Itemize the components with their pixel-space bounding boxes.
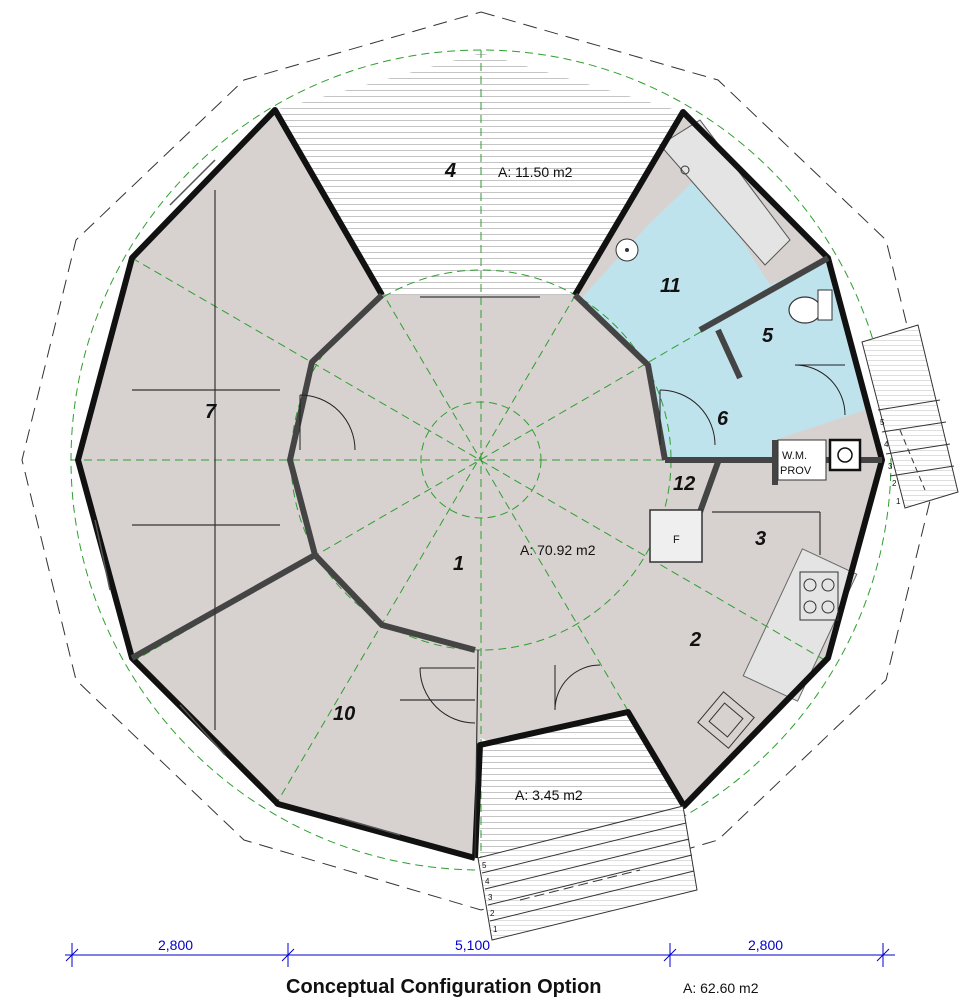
- room-7-label: 7: [205, 401, 217, 423]
- kitchen-sink-icon: [697, 691, 755, 749]
- stairs-bottom: 5 4 3 2 1: [477, 805, 698, 941]
- area-main: A: 70.92 m2: [520, 542, 596, 558]
- bathtub: [659, 119, 791, 266]
- room-5-label: 5: [762, 325, 774, 347]
- dim-right: 2,800: [748, 937, 783, 953]
- svg-text:1: 1: [493, 925, 498, 934]
- dimension-line: [65, 943, 895, 967]
- plan-title: Conceptual Configuration Option: [286, 976, 602, 998]
- room-6-label: 6: [717, 408, 729, 430]
- windows: [94, 159, 540, 836]
- room-11-label: 11: [660, 275, 681, 297]
- interior-walls: [130, 255, 882, 661]
- area-deck-bottom: A: 3.45 m2: [515, 787, 583, 803]
- toilet-icon: [788, 296, 822, 324]
- dim-center: 5,100: [455, 937, 490, 953]
- svg-text:1: 1: [896, 497, 901, 506]
- interior-thin-lines: [132, 190, 821, 859]
- kitchen-counter: [742, 548, 858, 702]
- wm-appliance: [828, 438, 862, 472]
- room-2-label: 2: [689, 629, 701, 651]
- dim-left: 2,800: [158, 937, 193, 953]
- outer-boundary-dashed: [21, 11, 941, 911]
- svg-text:3: 3: [888, 462, 893, 471]
- svg-text:5: 5: [880, 418, 885, 427]
- washing-machine-box: [777, 439, 827, 481]
- wm-label-2: PROV: [780, 465, 812, 477]
- svg-text:4: 4: [485, 877, 490, 886]
- svg-text:2: 2: [490, 909, 495, 918]
- cooktop-icon: [799, 571, 839, 621]
- svg-text:3: 3: [488, 893, 493, 902]
- svg-text:4: 4: [884, 440, 889, 449]
- exterior-wall-right: [472, 109, 885, 859]
- svg-text:2: 2: [892, 479, 897, 488]
- svg-text:5: 5: [482, 861, 487, 870]
- room-10-label: 10: [333, 703, 355, 725]
- drain-icon: [680, 165, 690, 175]
- area-deck-top: A: 11.50 m2: [498, 164, 573, 180]
- plan-total-area: A: 62.60 m2: [683, 980, 759, 996]
- deck-bottom: [480, 712, 683, 858]
- doors: [299, 364, 846, 724]
- room-4-label: 4: [444, 160, 456, 182]
- fridge-box: [649, 509, 703, 563]
- deck-top: [275, 53, 683, 295]
- stairs-right: 5 4 3 2 1: [861, 324, 959, 509]
- room-3-label: 3: [755, 528, 766, 550]
- room-12-label: 12: [673, 473, 695, 495]
- fridge-label: F: [673, 534, 680, 546]
- wm-label-1: W.M.: [782, 450, 807, 462]
- exterior-wall: [75, 107, 476, 861]
- room-1-label: 1: [453, 553, 464, 575]
